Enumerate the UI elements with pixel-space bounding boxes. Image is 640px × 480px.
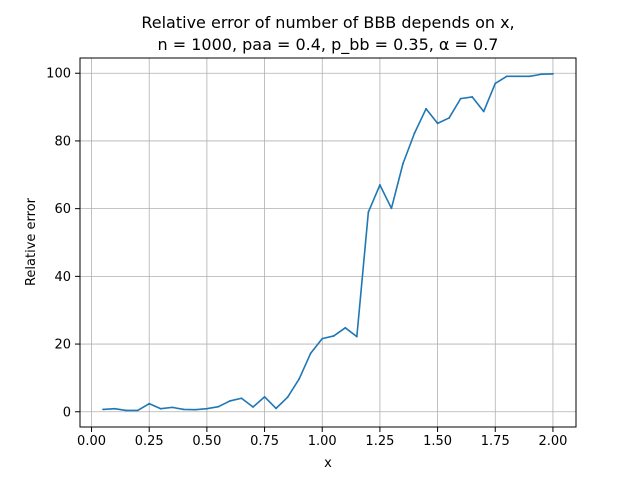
data-point (425, 107, 427, 110)
y-axis-label: Relative error (24, 197, 39, 286)
data-point (125, 409, 128, 412)
data-point (321, 337, 324, 340)
data-point (505, 75, 508, 78)
data-point (263, 395, 266, 398)
data-point (540, 73, 543, 76)
chart-title-line-2: n = 1000, paa = 0.4, p_bb = 0.35, α = 0.… (158, 35, 499, 55)
data-point (194, 408, 197, 411)
data-point (102, 408, 104, 411)
data-point (332, 335, 335, 337)
data-point (367, 211, 370, 213)
data-point (552, 73, 554, 75)
x-tick-label: 2.00 (538, 434, 567, 449)
chart-title-line-1: Relative error of number of BBB depends … (141, 13, 514, 32)
data-point (205, 407, 208, 410)
data-point (148, 402, 151, 405)
data-point (471, 96, 474, 98)
data-point (528, 75, 531, 78)
y-tick-label: 60 (54, 202, 71, 217)
y-tick-label: 80 (54, 134, 71, 149)
data-point (355, 335, 358, 338)
x-tick-label: 1.50 (423, 434, 452, 449)
data-point (344, 326, 347, 329)
grid (80, 58, 576, 427)
series-line (103, 73, 553, 412)
data-point (482, 110, 485, 113)
x-tick-label: 0.50 (192, 434, 221, 449)
data-point (240, 397, 243, 400)
data-point (217, 405, 220, 408)
y-axis: 0 20 40 60 80 100 (46, 67, 80, 420)
x-axis: 0.00 0.25 0.50 0.75 1.00 1.25 1.50 1.75 2.00 (77, 427, 567, 449)
data-point (286, 396, 289, 399)
x-tick-label: 0.75 (250, 434, 279, 449)
x-tick-label: 1.25 (365, 434, 394, 449)
data-point (113, 407, 116, 410)
data-point (229, 400, 231, 402)
data-point (309, 352, 312, 355)
x-tick-label: 1.00 (308, 434, 337, 449)
data-point (275, 407, 277, 410)
data-point (413, 132, 416, 135)
data-point (171, 406, 174, 409)
plot-frame (79, 57, 577, 428)
data-point (379, 184, 381, 186)
data-point (517, 75, 520, 78)
y-tick-label: 0 (63, 405, 71, 420)
data-point (252, 406, 254, 408)
data-point (390, 207, 393, 210)
data-point (136, 409, 139, 412)
data-point (448, 117, 451, 119)
data-point (298, 378, 301, 380)
x-tick-label: 0.25 (135, 434, 164, 449)
data-point (402, 162, 404, 165)
y-tick-label: 100 (46, 67, 71, 82)
y-tick-label: 20 (54, 338, 71, 353)
data-point (436, 122, 439, 125)
x-tick-label: 1.75 (481, 434, 510, 449)
data-point (459, 97, 462, 100)
data-point (159, 407, 162, 410)
data-point (182, 408, 185, 411)
x-axis-label: x (324, 456, 332, 471)
y-tick-label: 40 (54, 270, 71, 285)
data-point (494, 82, 497, 85)
x-tick-label: 0.00 (77, 434, 106, 449)
plot-area (102, 73, 554, 412)
